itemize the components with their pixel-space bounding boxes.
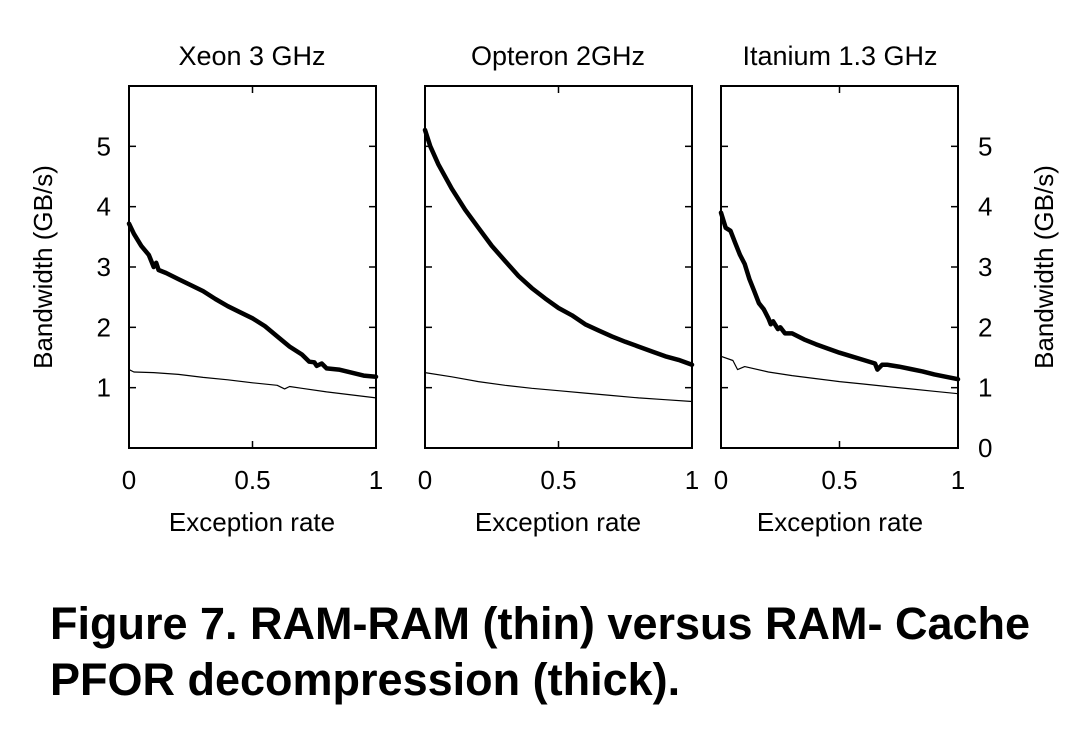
y-tick-label-itanium: 5 [978,131,992,161]
panel-title-xeon: Xeon 3 GHz [178,41,325,71]
plot-frame-opteron [424,85,693,449]
x-tick-label-xeon: 0 [122,465,136,495]
series-line-thin-xeon [128,369,377,399]
panel-title-itanium: Itanium 1.3 GHz [742,41,937,71]
y-tick-label-itanium: 1 [978,373,992,403]
caption-line-1: Figure 7. RAM-RAM (thin) versus RAM- Cac… [50,598,1031,649]
panel-itanium: Itanium 1.3 GHz Exception rate Bandwidth… [714,41,1059,537]
x-tick-label-xeon: 1 [369,465,383,495]
figure: Xeon 3 GHz Exception rate Bandwidth (GB/… [28,41,1059,537]
series-line-thick-opteron [422,127,695,367]
x-tick-label-xeon: 0.5 [234,465,270,495]
series-line-thin-opteron [424,372,693,403]
x-tick-label-opteron: 0.5 [540,465,576,495]
panel-xeon: Xeon 3 GHz Exception rate Bandwidth (GB/… [28,41,383,537]
x-tick-label-itanium: 1 [951,465,965,495]
x-tick-label-opteron: 1 [685,465,699,495]
series-line-thick-xeon [126,221,379,380]
y-tick-label-itanium: 2 [978,312,992,342]
caption-line-2: PFOR decompression (thick). [50,654,681,705]
y-tick-label-xeon: 3 [97,252,111,282]
y-tick-label-xeon: 5 [97,131,111,161]
series-line-thin-itanium [720,355,959,395]
series-line-thick-itanium [718,210,961,382]
x-axis-label-xeon: Exception rate [169,507,335,537]
y-tick-label-itanium: 3 [978,252,992,282]
x-axis-label-itanium: Exception rate [757,507,923,537]
y-tick-label-xeon: 2 [97,312,111,342]
figure-caption: Figure 7. RAM-RAM (thin) versus RAM- Cac… [50,596,1070,708]
x-tick-label-opteron: 0 [418,465,432,495]
x-axis-label-opteron: Exception rate [475,507,641,537]
y-tick-label-xeon: 1 [97,373,111,403]
y-axis-label-right: Bandwidth (GB/s) [1029,165,1059,369]
y-tick-label-xeon: 4 [97,192,111,222]
y-tick-label-itanium: 0 [978,433,992,463]
y-axis-label-left: Bandwidth (GB/s) [28,165,58,369]
panel-opteron: Opteron 2GHz Exception rate 0 0.5 1 [418,41,699,537]
plot-frame-itanium [720,85,959,449]
y-tick-label-itanium: 4 [978,192,992,222]
x-tick-label-itanium: 0.5 [821,465,857,495]
x-tick-label-itanium: 0 [714,465,728,495]
panel-title-opteron: Opteron 2GHz [471,41,645,71]
